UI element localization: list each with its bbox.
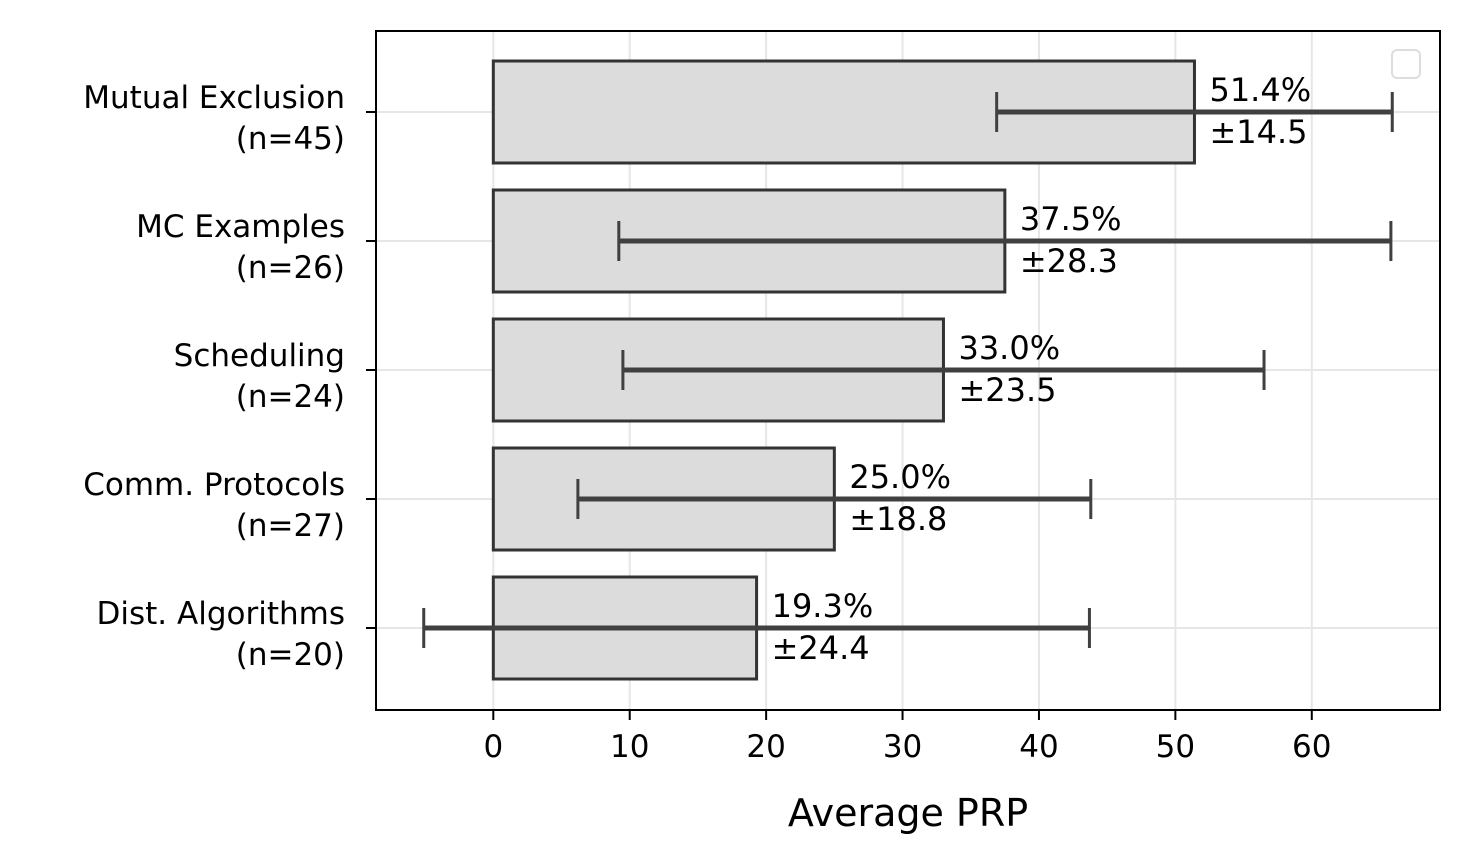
category-count-label: (n=24) — [236, 379, 345, 415]
category-count-label: (n=20) — [236, 637, 345, 673]
category-count-label: (n=27) — [236, 508, 345, 544]
x-axis-ticks: 0 10 20 30 40 50 60 — [483, 710, 1332, 765]
x-tick-label: 60 — [1292, 729, 1331, 765]
value-label: 37.5% — [1020, 200, 1122, 238]
category-label: Dist. Algorithms — [97, 596, 345, 632]
empty-legend-box — [1391, 49, 1421, 79]
x-tick-label: 0 — [483, 729, 503, 765]
category-label: Scheduling — [174, 338, 345, 374]
error-label: ±14.5 — [1209, 113, 1307, 151]
error-label: ±28.3 — [1020, 242, 1118, 280]
value-label: 25.0% — [849, 458, 951, 496]
x-axis-title: Average PRP — [788, 791, 1028, 835]
value-label: 33.0% — [958, 329, 1060, 367]
category-label: MC Examples — [136, 209, 345, 245]
category-count-label: (n=45) — [236, 121, 345, 157]
category-label: Comm. Protocols — [83, 467, 345, 503]
x-tick-label: 50 — [1156, 729, 1195, 765]
value-labels: 51.4% ±14.5 37.5% ±28.3 33.0% ±23.5 25.0% ±18.8… — [772, 71, 1312, 667]
error-label: ±23.5 — [958, 371, 1056, 409]
error-bars — [422, 92, 1394, 648]
y-axis-ticks: Mutual Exclusion (n=45) MC Examples (n=26) S… — [83, 80, 376, 673]
bars — [491, 59, 1196, 681]
value-label: 51.4% — [1209, 71, 1311, 109]
category-count-label: (n=26) — [236, 250, 345, 286]
category-label: Mutual Exclusion — [83, 80, 345, 116]
x-tick-label: 20 — [746, 729, 785, 765]
x-tick-label: 10 — [610, 729, 649, 765]
error-label: ±24.4 — [772, 629, 870, 667]
x-tick-label: 30 — [883, 729, 922, 765]
x-tick-label: 40 — [1019, 729, 1058, 765]
value-label: 19.3% — [772, 587, 874, 625]
error-label: ±18.8 — [849, 500, 947, 538]
